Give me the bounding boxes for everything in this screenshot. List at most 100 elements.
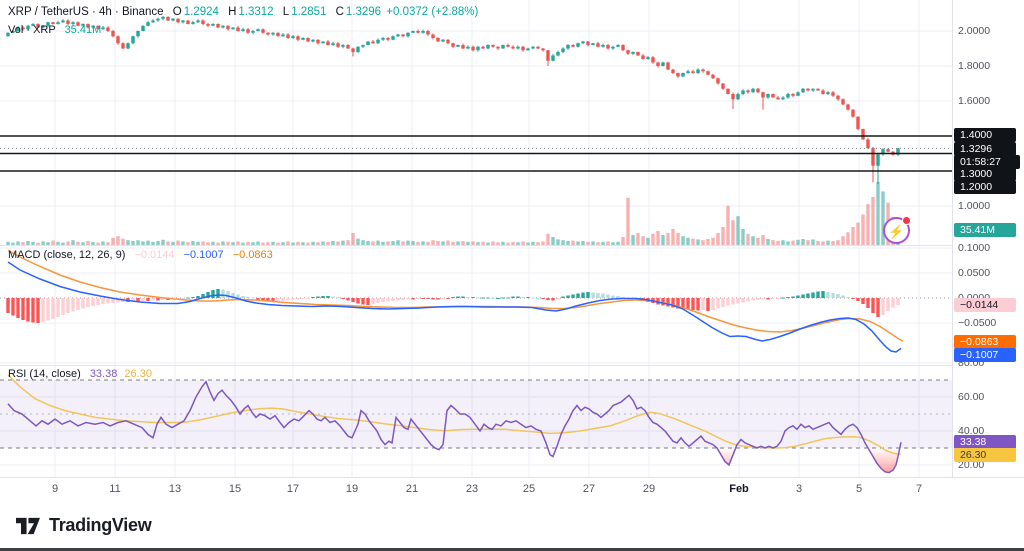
volume-bar [16, 241, 20, 245]
chart-canvas[interactable] [0, 0, 952, 477]
volume-bar [451, 241, 455, 245]
volume-bar [431, 240, 435, 245]
candle-body [361, 45, 365, 47]
volume-bar [636, 233, 640, 245]
candle-body [491, 45, 495, 47]
macd-histogram-bar [751, 298, 755, 301]
macd-histogram-bar [531, 297, 535, 299]
candle-body [476, 46, 480, 51]
candle-body [6, 32, 10, 37]
macd-title[interactable]: MACD (close, 12, 26, 9) [8, 249, 126, 261]
candle-body [91, 25, 95, 28]
quick-trade-button[interactable]: ⚡ [883, 216, 911, 244]
macd-histogram-bar [861, 298, 865, 304]
volume-bar [396, 240, 400, 245]
candle-body [716, 78, 720, 84]
candle-body [631, 52, 635, 54]
rsi-title[interactable]: RSI (14, close) [8, 368, 81, 380]
tradingview-logo-text: TradingView [49, 515, 152, 535]
volume-bar [281, 242, 285, 245]
volume-bar [606, 241, 610, 245]
volume-bar [76, 241, 80, 245]
macd-histogram-bar [761, 298, 765, 300]
candle-body [171, 18, 175, 21]
candle-body [196, 20, 200, 23]
candle-body [286, 34, 290, 38]
candle-body [806, 88, 810, 91]
volume-bar [496, 242, 500, 245]
candle-body [836, 95, 840, 100]
candle-body [331, 43, 335, 45]
pane-separator-macd-rsi[interactable] [0, 365, 952, 366]
volume-bar [526, 242, 530, 245]
volume-bar [881, 191, 885, 245]
rsi-axis-label: 60.00 [958, 391, 985, 403]
volume-value-chip: 35.41M [954, 223, 1016, 237]
macd-histogram-bar [91, 298, 95, 306]
volume-bar [226, 241, 230, 245]
macd-histogram-bar [581, 292, 585, 298]
volume-bar [51, 240, 55, 245]
volume-bar [376, 240, 380, 245]
time-axis-separator [0, 477, 1024, 478]
macd-histogram-bar [481, 297, 485, 299]
candle-body [36, 24, 40, 28]
rsi-oversold-fill [717, 448, 736, 465]
volume-bar [201, 241, 205, 245]
volume-bar [296, 241, 300, 245]
macd-histogram-bar [591, 292, 595, 298]
tradingview-logo[interactable]: TradingView [14, 514, 152, 537]
ohlc-close-key: C [335, 6, 344, 18]
rsi-value-chip: 26.30 [954, 448, 1016, 462]
change-value: +0.0372 (+2.88%) [386, 6, 479, 18]
macd-histogram-bar [31, 298, 35, 323]
volume-bar [601, 241, 605, 245]
volume-bar [151, 241, 155, 245]
volume-title[interactable]: Vol · XRP [8, 24, 56, 36]
volume-bar [876, 181, 880, 245]
volume-bar [581, 241, 585, 245]
macd-histogram-bar [61, 298, 65, 315]
time-axis-label: 13 [168, 483, 182, 495]
macd-histogram-bar [506, 297, 510, 299]
candle-body [51, 22, 55, 24]
candle-body [486, 45, 490, 49]
macd-histogram-bar [526, 297, 530, 298]
volume-bar [671, 229, 675, 245]
candle-body [521, 46, 525, 51]
candle-body [346, 45, 350, 49]
volume-bar [386, 241, 390, 245]
volume-bar [26, 241, 30, 245]
macd-histogram-bar [256, 298, 260, 300]
candle-body [616, 45, 620, 47]
candle-body [271, 32, 275, 35]
candle-body [396, 34, 400, 37]
time-axis-label: 25 [522, 483, 536, 495]
candle-body [236, 27, 240, 31]
symbol-title[interactable]: XRP / TetherUS · 4h · Binance [8, 6, 164, 18]
volume-bar [116, 236, 120, 245]
volume-bar [291, 242, 295, 245]
candle-body [216, 24, 220, 28]
candle-body [696, 69, 700, 73]
macd-histogram-bar [536, 298, 540, 299]
candle-body [386, 38, 390, 40]
macd-histogram-bar [116, 298, 120, 303]
volume-bar [856, 222, 860, 245]
candle-body [451, 43, 455, 47]
pane-separator-volume-macd[interactable] [0, 245, 952, 246]
candle-body [336, 43, 340, 47]
macd-histogram-bar [236, 294, 240, 298]
macd-histogram-bar [866, 298, 870, 308]
macd-histogram-bar [71, 298, 75, 312]
volume-bar [131, 241, 135, 245]
candle-body [321, 41, 325, 44]
volume-bar [621, 237, 625, 245]
time-axis-label: 27 [582, 483, 596, 495]
volume-bar [806, 240, 810, 245]
volume-bar [251, 242, 255, 245]
volume-bar [391, 241, 395, 245]
macd-histogram-bar [371, 298, 375, 304]
